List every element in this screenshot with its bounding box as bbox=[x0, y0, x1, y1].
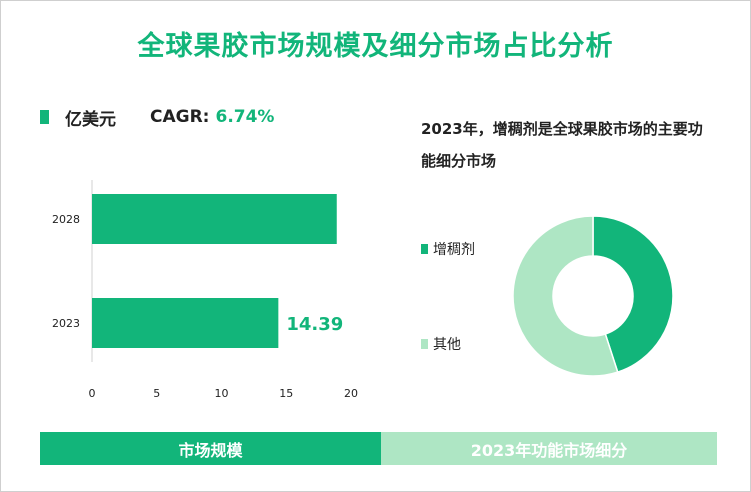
page-title: 全球果胶市场规模及细分市场占比分析 bbox=[137, 31, 614, 62]
bar bbox=[92, 298, 279, 348]
legend-unit: 亿美元 bbox=[65, 109, 116, 130]
x-tick-label: 20 bbox=[344, 387, 358, 400]
bar-legend: 亿美元 CAGR: 6.74% bbox=[40, 106, 275, 130]
x-tick-label: 10 bbox=[215, 387, 229, 400]
x-tick-label: 0 bbox=[89, 387, 96, 400]
donut-legend-swatch bbox=[421, 339, 428, 349]
y-tick-label: 2023 bbox=[52, 317, 80, 330]
donut-slice bbox=[512, 215, 619, 377]
bar-chart: 0 5 10 15 20 2028 2023 14.39 bbox=[52, 180, 358, 400]
donut-caption: 2023年，增稠剂是全球果胶市场的主要功能细分市场 bbox=[421, 120, 703, 170]
x-tick-label: 5 bbox=[153, 387, 160, 400]
footer-segment: 2023年功能市场细分 bbox=[381, 432, 717, 465]
y-tick-label: 2028 bbox=[52, 213, 80, 226]
legend-swatch bbox=[40, 110, 49, 124]
donut-legend-swatch bbox=[421, 244, 428, 254]
x-tick-label: 15 bbox=[279, 387, 293, 400]
bar bbox=[92, 194, 337, 244]
bar-data-label: 14.39 bbox=[286, 314, 343, 335]
donut-legend-label: 其他 bbox=[433, 337, 461, 353]
donut-slice bbox=[592, 215, 674, 374]
donut-legend-label: 增稠剂 bbox=[433, 242, 475, 258]
cagr-label: CAGR: bbox=[150, 107, 210, 127]
cagr-value: 6.74% bbox=[215, 107, 275, 127]
footer-market-size: 市场规模 bbox=[40, 432, 381, 465]
